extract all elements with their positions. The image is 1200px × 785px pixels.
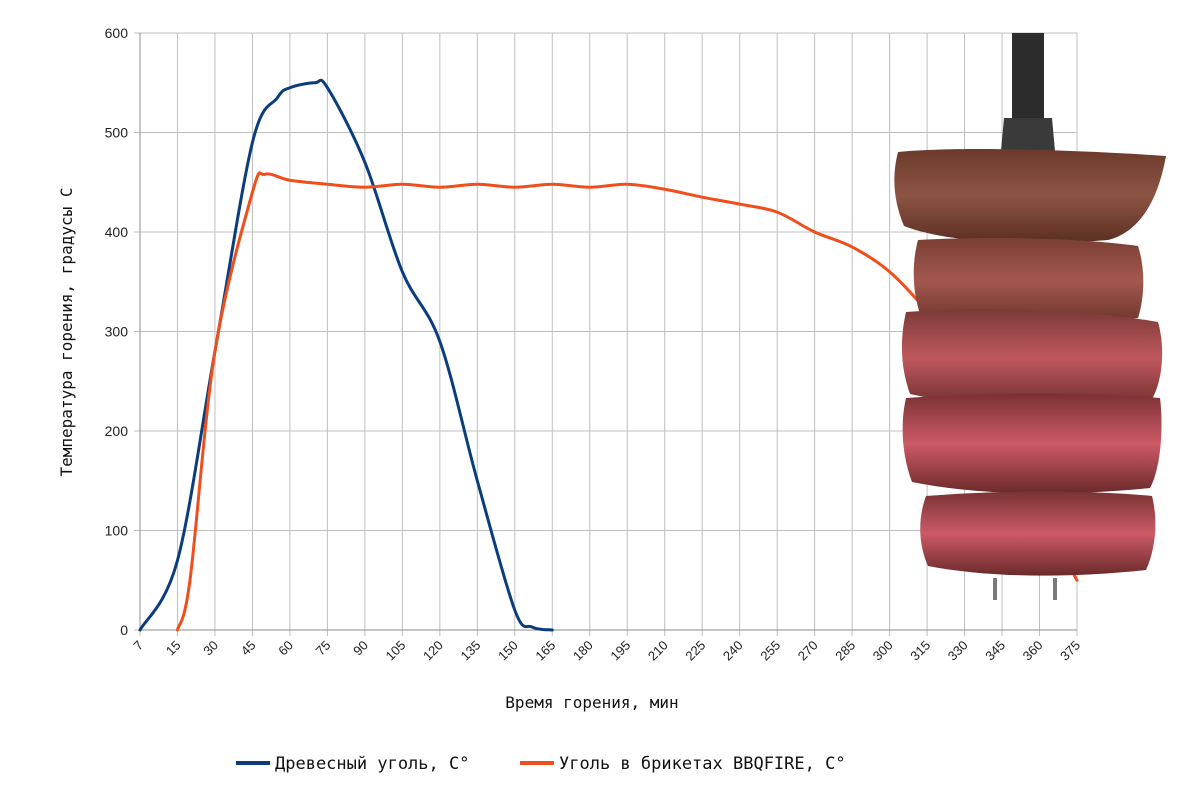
y-tick-label: 600 [105, 25, 129, 41]
x-axis-ticks: 7 15 30 45 60 75 90 105 120 135 150 165 180 195 210 225… [130, 638, 1083, 664]
steak-slice-3 [901, 309, 1163, 408]
x-tick-label: 120 [420, 638, 446, 664]
series-line-wood-charcoal [138, 78, 554, 632]
x-tick-label: 60 [275, 638, 296, 659]
x-tick-label: 45 [238, 638, 259, 659]
steak-slice-1 [894, 149, 1166, 244]
x-tick-label: 225 [682, 638, 708, 664]
x-tick-label: 360 [1020, 638, 1046, 664]
x-tick-label: 7 [130, 638, 146, 654]
x-tick-label: 240 [720, 638, 746, 664]
x-tick-label: 375 [1057, 638, 1083, 664]
steak-on-fork-image [894, 33, 1166, 600]
y-tick-label: 200 [105, 423, 129, 439]
chart-legend: Древесный уголь, С° Уголь в брикетах BBQ… [236, 754, 846, 774]
x-tick-label: 345 [982, 638, 1008, 664]
legend-label-briquettes: Уголь в брикетах BBQFIRE, С° [559, 754, 846, 774]
fork-handle [1012, 33, 1044, 123]
y-tick-label: 0 [120, 622, 128, 638]
x-tick-label: 330 [945, 638, 971, 664]
y-tick-label: 400 [105, 224, 129, 240]
x-tick-label: 300 [870, 638, 896, 664]
y-tick-label: 300 [105, 324, 129, 340]
x-tick-label: 255 [757, 638, 783, 664]
x-tick-label: 15 [163, 638, 184, 659]
x-tick-label: 180 [570, 638, 596, 664]
x-tick-label: 90 [350, 638, 371, 659]
steak-slice-2 [913, 238, 1144, 324]
steak-slice-4 [902, 393, 1162, 494]
y-tick-label: 500 [105, 125, 129, 141]
x-tick-label: 30 [200, 638, 221, 659]
y-tick-label: 100 [105, 523, 129, 539]
x-tick-label: 75 [313, 638, 334, 659]
x-tick-label: 195 [607, 638, 633, 664]
fork-tine-right [1053, 578, 1057, 600]
x-tick-label: 210 [645, 638, 671, 664]
y-axis-label: Температура горения, градусы С [57, 188, 76, 477]
x-tick-label: 270 [795, 638, 821, 664]
x-tick-label: 105 [383, 638, 409, 664]
legend-label-wood: Древесный уголь, С° [275, 754, 469, 774]
x-tick-label: 150 [495, 638, 521, 664]
y-axis-ticks: 0 100 200 300 400 500 600 [105, 25, 129, 638]
x-tick-label: 165 [532, 638, 558, 664]
steak-slice-5 [920, 491, 1156, 576]
fork-tine-left [993, 578, 997, 600]
x-axis-label: Время горения, мин [505, 693, 678, 712]
x-tick-label: 135 [457, 638, 483, 664]
axes [139, 33, 1077, 631]
x-tick-label: 285 [832, 638, 858, 664]
x-tick-label: 315 [907, 638, 933, 664]
